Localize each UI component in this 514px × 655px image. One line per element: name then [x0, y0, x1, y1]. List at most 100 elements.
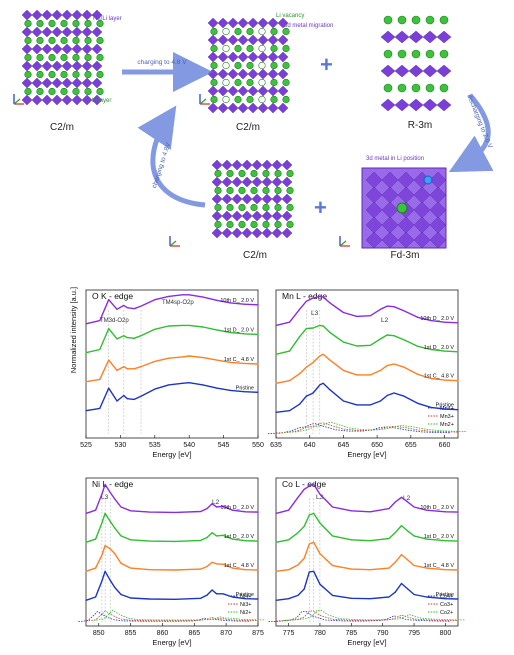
r3m-li-atom [383, 49, 393, 59]
data-point [407, 530, 409, 532]
legend-label: Co4+ [440, 594, 453, 600]
series-label: 1st D_ 2.0 V [424, 534, 455, 540]
discharge-arrow [448, 93, 494, 173]
octahedron [21, 26, 33, 38]
plot-frame [275, 477, 459, 627]
series-label: 10th D_ 2.0 V [220, 298, 254, 304]
data-point [133, 398, 135, 400]
axis-triad [13, 98, 21, 105]
li-atom [96, 53, 104, 62]
data-point [85, 512, 87, 514]
x-tick-label: 875 [252, 630, 264, 637]
data-point [140, 395, 142, 397]
data-point [388, 596, 390, 598]
li-atom [250, 186, 258, 195]
r3m-li-atom [397, 15, 407, 25]
data-point [298, 336, 301, 338]
li-layer-label: Li layer [92, 98, 111, 104]
octahedron [217, 68, 229, 80]
data-point [288, 321, 291, 323]
data-point [379, 400, 382, 402]
octahedron [271, 193, 283, 205]
octahedron [247, 17, 259, 29]
data-point [101, 493, 103, 495]
r3m-octahedron [436, 98, 452, 112]
series-line [275, 512, 459, 543]
octahedron [227, 51, 239, 63]
reference-curve [275, 422, 459, 434]
r3m-li-atom [425, 49, 435, 59]
octahedron [61, 60, 73, 72]
data-point [188, 355, 190, 357]
reference-curve [275, 610, 459, 622]
octahedron [41, 26, 53, 38]
li-atom [262, 220, 270, 229]
octahedron [207, 68, 219, 80]
data-point [129, 597, 132, 599]
x-tick-label: 860 [157, 630, 169, 637]
data-point [444, 569, 447, 571]
data-point [167, 357, 170, 359]
octahedron [281, 210, 293, 222]
fd3m-octahedron [429, 216, 447, 234]
data-point [413, 564, 415, 567]
reference-curve [267, 423, 450, 435]
li-atom [214, 220, 222, 229]
data-point [322, 325, 324, 327]
data-point [167, 325, 170, 327]
data-point [426, 538, 428, 540]
series-label: Pristine [436, 403, 454, 409]
li-atom [24, 53, 32, 62]
data-point [257, 569, 259, 571]
data-point [101, 580, 103, 582]
li-atom [96, 36, 104, 45]
data-point [298, 403, 301, 405]
data-point [94, 596, 97, 598]
legend-label: Co2+ [440, 610, 453, 616]
data-point [303, 557, 305, 560]
data-point [99, 348, 101, 351]
octahedron [257, 102, 269, 114]
octahedron [217, 34, 229, 46]
li-atom [96, 19, 104, 28]
li-atom [282, 27, 290, 36]
octahedron [281, 176, 293, 188]
octahedron [227, 85, 239, 97]
octahedron [231, 159, 243, 171]
octahedron [251, 176, 263, 188]
data-point [457, 409, 459, 411]
octahedron [231, 193, 243, 205]
data-point [200, 568, 202, 570]
li-vacancy-site [222, 44, 230, 53]
data-point [216, 329, 218, 331]
data-point [275, 353, 277, 355]
x-axis-label: Energy [eV] [152, 450, 191, 459]
li-atom [274, 203, 282, 212]
li-atom [60, 19, 68, 28]
data-point [231, 509, 234, 511]
legend-label: Ni3+ [240, 602, 251, 608]
data-point [298, 373, 301, 375]
data-point [133, 337, 135, 339]
data-point [109, 520, 111, 523]
data-point [416, 402, 419, 404]
data-point [200, 539, 202, 542]
li-atom [250, 169, 258, 178]
octahedron [277, 68, 289, 80]
mn-l2-label: L2 [381, 317, 389, 324]
data-point [443, 408, 446, 410]
li-atom [270, 44, 278, 53]
data-point [312, 327, 314, 329]
data-point [329, 302, 331, 304]
octahedron [241, 210, 253, 222]
reference-curve [78, 610, 251, 623]
data-point [379, 369, 382, 372]
x-tick-label: 530 [115, 442, 127, 449]
li-atom [246, 61, 254, 70]
li-atom [238, 186, 246, 195]
series-label: 1st D_ 2.0 V [424, 345, 455, 351]
octahedron [247, 51, 259, 63]
data-point [275, 570, 277, 572]
data-point [350, 597, 352, 599]
